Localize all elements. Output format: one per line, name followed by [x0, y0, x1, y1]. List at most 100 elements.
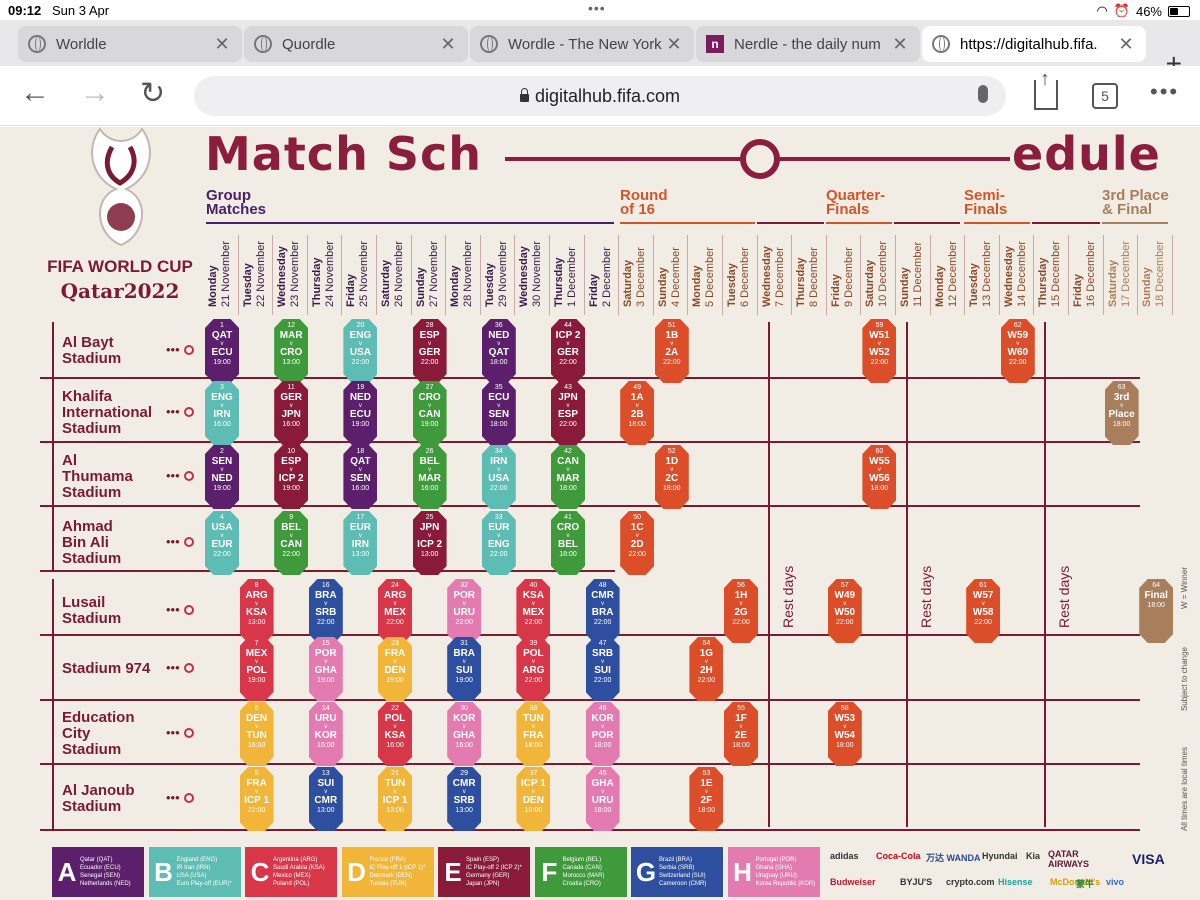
- match-time: 22:00: [351, 359, 370, 366]
- tab-nerdle[interactable]: n Nerdle - the daily num ✕: [696, 26, 920, 62]
- match-number: 54: [702, 640, 711, 647]
- match-badge: 9 BEL v CAN 22:00: [274, 511, 309, 575]
- date-value: 11 December: [912, 241, 924, 307]
- tab-worldle[interactable]: Worldle ✕: [18, 26, 242, 62]
- stadium-name: Al Janoub Stadium: [62, 783, 182, 815]
- date-value: 3 December: [635, 247, 648, 307]
- stadium-name-line: Stadium 974: [62, 660, 151, 677]
- date-divider: [237, 235, 239, 315]
- close-icon[interactable]: ✕: [214, 33, 230, 54]
- match-team-1: SEN: [211, 456, 233, 467]
- sponsor-logos: adidas Coca-Cola 万达 WANDA Hyundai Kia QA…: [830, 847, 1180, 897]
- address-bar[interactable]: digitalhub.fifa.com: [194, 76, 1006, 116]
- match-time: 22:00: [455, 619, 473, 626]
- versus-mark: v: [462, 789, 466, 795]
- match-time: 22:00: [870, 359, 889, 366]
- tab-fifa[interactable]: https://digitalhub.fifa. ✕: [922, 26, 1146, 62]
- versus-mark: v: [393, 789, 397, 795]
- match-team-1: ICP 2: [555, 330, 581, 341]
- match-team-2: 2G: [734, 607, 748, 618]
- versus-mark: v: [324, 659, 328, 665]
- match-time: 16:00: [386, 742, 404, 749]
- group-team: Ghana (GHA): [755, 865, 793, 871]
- match-team-2: URU: [453, 607, 476, 618]
- versus-mark: v: [393, 659, 397, 665]
- match-number: 4: [220, 514, 224, 521]
- date-value: 24 November: [323, 240, 336, 307]
- match-time: 16:00: [282, 421, 300, 428]
- match-time: 22:00: [282, 551, 300, 558]
- versus-mark: v: [1120, 403, 1124, 409]
- group-team: Belgium (BEL): [562, 857, 602, 863]
- more-options-icon[interactable]: •••: [1150, 79, 1180, 104]
- date-divider: [583, 235, 585, 315]
- globe-icon: [254, 35, 272, 53]
- match-time: 22:00: [317, 619, 335, 626]
- match-team-2: POR: [591, 730, 614, 741]
- group-team: IC Play-off 2 (ICP 2)*: [466, 865, 522, 871]
- tab-wordle[interactable]: Wordle - The New York ✕: [470, 26, 694, 62]
- match-team-2: 2H: [699, 665, 713, 676]
- match-number: 31: [460, 640, 469, 647]
- forward-arrow-icon[interactable]: →: [80, 76, 110, 109]
- match-team-2: GER: [418, 347, 441, 358]
- match-time: 22:00: [697, 677, 716, 684]
- match-badge: 20 ENG v USA 22:00: [343, 319, 378, 383]
- tab-overview-button[interactable]: 5: [1092, 83, 1118, 109]
- rest-days-label: Rest days: [1056, 565, 1072, 629]
- match-time: 18:00: [559, 485, 577, 492]
- match-badge: 51 1B v 2A 22:00: [654, 319, 689, 383]
- match-team-2: BRA: [591, 607, 614, 618]
- subject-to-change-note: Subject to change: [1180, 647, 1189, 712]
- close-icon[interactable]: ✕: [1118, 33, 1134, 54]
- match-team-1: TUN: [523, 713, 544, 724]
- microphone-icon[interactable]: [978, 85, 988, 103]
- match-team-1: QAT: [350, 456, 371, 467]
- match-team-1: EUR: [349, 522, 371, 533]
- match-time: 18:00: [1147, 602, 1165, 609]
- close-icon[interactable]: ✕: [440, 33, 456, 54]
- match-team-2: Place: [1108, 409, 1135, 420]
- match-team-2: GHA: [314, 665, 337, 676]
- match-badge: 2 SEN v NED 19:00: [205, 445, 239, 509]
- stage-group-matches: Group Matches: [206, 188, 266, 217]
- match-badge: 49 1A v 2B 18:00: [620, 381, 655, 445]
- group-team: Portugal (POR): [755, 857, 797, 863]
- versus-mark: v: [601, 789, 605, 795]
- stadium-name-line: International: [62, 404, 153, 421]
- match-team-1: URU: [314, 713, 337, 724]
- sponsor-hisense: Hisense: [998, 877, 1033, 887]
- back-arrow-icon[interactable]: ←: [20, 76, 50, 109]
- match-number: 10: [287, 448, 296, 455]
- match-time: 13:00: [420, 551, 439, 558]
- versus-mark: v: [220, 533, 224, 539]
- match-time: 22:00: [1009, 359, 1027, 366]
- group-letter: G: [635, 857, 657, 887]
- match-time: 22:00: [628, 551, 646, 558]
- close-icon[interactable]: ✕: [892, 33, 908, 54]
- lock-icon: [519, 88, 529, 102]
- match-badge: 58 W53 v W54 18:00: [827, 702, 862, 766]
- match-number: 45: [598, 770, 607, 777]
- match-badge: 42 CAN v MAR 18:00: [551, 445, 585, 509]
- multitasking-dots-icon[interactable]: •••: [588, 0, 606, 16]
- reload-icon[interactable]: ↻: [140, 77, 166, 110]
- stadium-name-line: Khalifa: [62, 388, 113, 405]
- share-icon[interactable]: [1034, 68, 1058, 110]
- close-icon[interactable]: ✕: [666, 33, 682, 54]
- match-number: 21: [391, 770, 399, 777]
- date-value: 26 November: [393, 240, 405, 307]
- versus-mark: v: [358, 403, 362, 409]
- final-stage-rule: [1102, 222, 1168, 224]
- match-badge: 52 1D v 2C 18:00: [654, 445, 689, 509]
- match-number: 15: [321, 640, 330, 647]
- match-badge: 54 1G v 2H 22:00: [689, 637, 724, 701]
- group-team: Tunisia (TUN): [369, 881, 407, 887]
- sponsor-kia: Kia: [1026, 851, 1041, 861]
- football-icon: [184, 407, 194, 417]
- match-team-2: SUI: [455, 665, 473, 676]
- stage-semi-finals: Semi- Finals: [964, 188, 1007, 217]
- tab-quordle[interactable]: Quordle ✕: [244, 26, 468, 62]
- match-number: 40: [529, 582, 538, 589]
- match-time: 16:00: [213, 421, 231, 428]
